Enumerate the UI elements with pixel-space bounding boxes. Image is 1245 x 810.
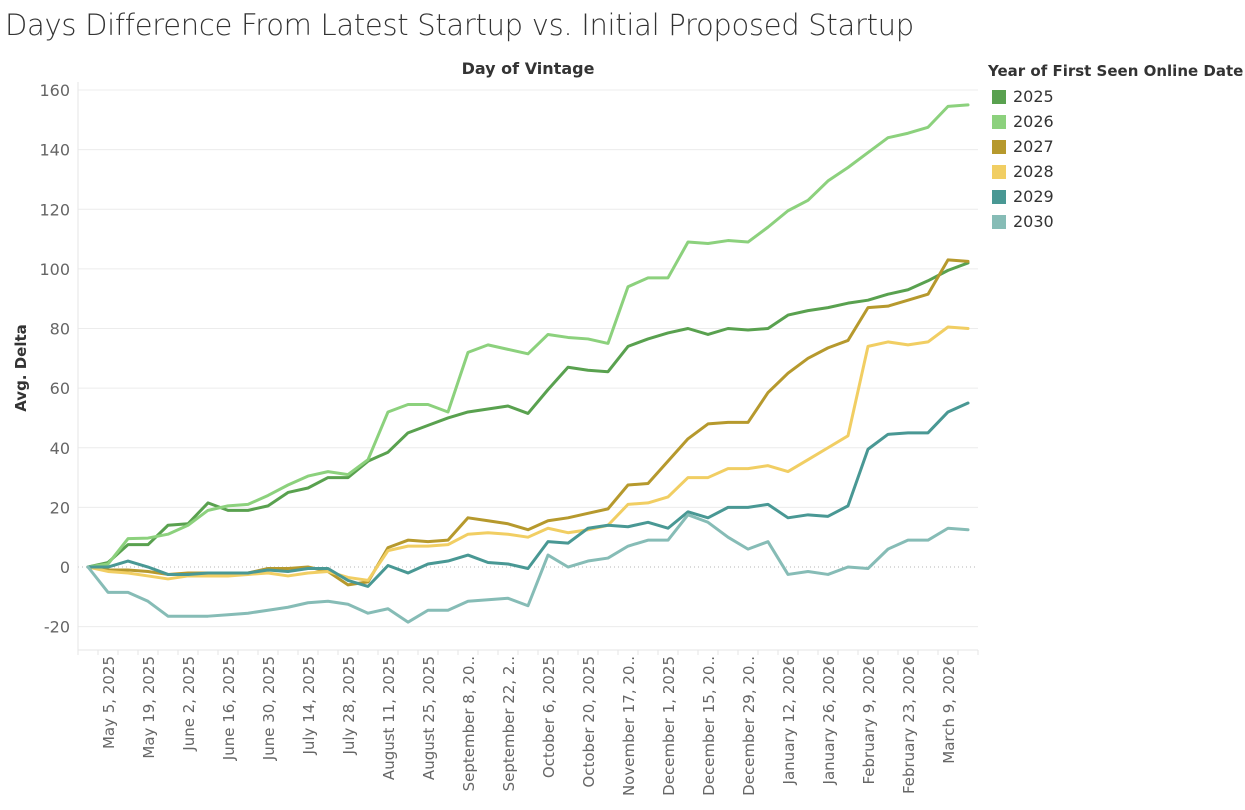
axes: -20 0 20 40 60 80 100 120 140 160 May 5, 2025 May 1… bbox=[39, 81, 979, 796]
series-line-2028 bbox=[86, 325, 970, 582]
legend-item-2028[interactable]: 2028 bbox=[992, 159, 1243, 184]
x-tick-label: January 12, 2026 bbox=[780, 656, 798, 785]
legend-swatch bbox=[992, 89, 1006, 104]
x-tick-label: September 8, 20.. bbox=[460, 656, 478, 791]
legend-item-2029[interactable]: 2029 bbox=[992, 184, 1243, 209]
y-tick-label: -20 bbox=[44, 618, 70, 637]
legend-label: 2028 bbox=[1013, 162, 1054, 181]
y-tick-label: 100 bbox=[39, 260, 70, 279]
gridlines bbox=[78, 89, 978, 628]
x-tick-label: March 9, 2026 bbox=[940, 656, 958, 764]
x-tick-label: June 30, 2025 bbox=[260, 656, 278, 761]
x-tick-label: May 5, 2025 bbox=[100, 656, 118, 749]
legend-item-2030[interactable]: 2030 bbox=[992, 209, 1243, 234]
x-tick-label: December 15, 20.. bbox=[700, 656, 718, 796]
legend-item-2025[interactable]: 2025 bbox=[992, 84, 1243, 109]
legend: Year of First Seen Online Date 2025 2026 2… bbox=[988, 62, 1243, 234]
legend-item-2027[interactable]: 2027 bbox=[992, 134, 1243, 159]
series-lines bbox=[86, 103, 970, 624]
series-line-2026 bbox=[86, 103, 970, 569]
x-tick-label: February 9, 2026 bbox=[860, 656, 878, 785]
legend-swatch bbox=[992, 189, 1006, 204]
y-tick-label: 80 bbox=[50, 320, 70, 339]
x-tick-label: October 6, 2025 bbox=[540, 656, 558, 778]
legend-swatch bbox=[992, 139, 1006, 154]
legend-swatch bbox=[992, 214, 1006, 229]
x-tick-label: August 11, 2025 bbox=[380, 656, 398, 780]
x-tick-label: December 1, 2025 bbox=[660, 656, 678, 796]
y-axis-title: Avg. Delta bbox=[12, 324, 30, 412]
legend-label: 2025 bbox=[1013, 87, 1054, 106]
legend-swatch bbox=[992, 114, 1006, 129]
x-axis-title: Day of Vintage bbox=[462, 59, 595, 78]
x-tick-label: August 25, 2025 bbox=[420, 656, 438, 780]
legend-label: 2026 bbox=[1013, 112, 1054, 131]
y-tick-label: 140 bbox=[39, 141, 70, 160]
legend-swatch bbox=[992, 164, 1006, 179]
series-line-2029 bbox=[86, 401, 970, 588]
x-tick-label: November 17, 20.. bbox=[620, 656, 638, 796]
y-tick-label: 40 bbox=[50, 439, 70, 458]
y-tick-label: 160 bbox=[39, 81, 70, 100]
series-line-2030 bbox=[86, 513, 970, 624]
y-tick-label: 20 bbox=[50, 498, 70, 517]
series-line-2025 bbox=[86, 261, 970, 569]
x-tick-label: September 22, 2.. bbox=[500, 656, 518, 791]
y-tick-label: 0 bbox=[60, 558, 70, 577]
legend-label: 2029 bbox=[1013, 187, 1054, 206]
legend-item-2026[interactable]: 2026 bbox=[992, 109, 1243, 134]
x-tick-label: May 19, 2025 bbox=[140, 656, 158, 759]
x-tick-label: June 16, 2025 bbox=[220, 656, 238, 761]
y-tick-label: 60 bbox=[50, 379, 70, 398]
legend-title: Year of First Seen Online Date bbox=[988, 62, 1244, 80]
y-tick-label: 120 bbox=[39, 200, 70, 219]
chart-title: Days Difference From Latest Startup vs. … bbox=[5, 8, 914, 42]
legend-label: 2027 bbox=[1013, 137, 1054, 156]
legend-label: 2030 bbox=[1013, 212, 1054, 231]
x-tick-label: July 14, 2025 bbox=[300, 656, 318, 756]
x-tick-label: October 20, 2025 bbox=[580, 656, 598, 788]
x-tick-label: December 29, 20.. bbox=[740, 656, 758, 796]
x-tick-label: February 23, 2026 bbox=[900, 656, 918, 794]
x-tick-label: July 28, 2025 bbox=[340, 656, 358, 756]
x-tick-label: June 2, 2025 bbox=[180, 656, 198, 752]
x-tick-label: January 26, 2026 bbox=[820, 656, 838, 785]
